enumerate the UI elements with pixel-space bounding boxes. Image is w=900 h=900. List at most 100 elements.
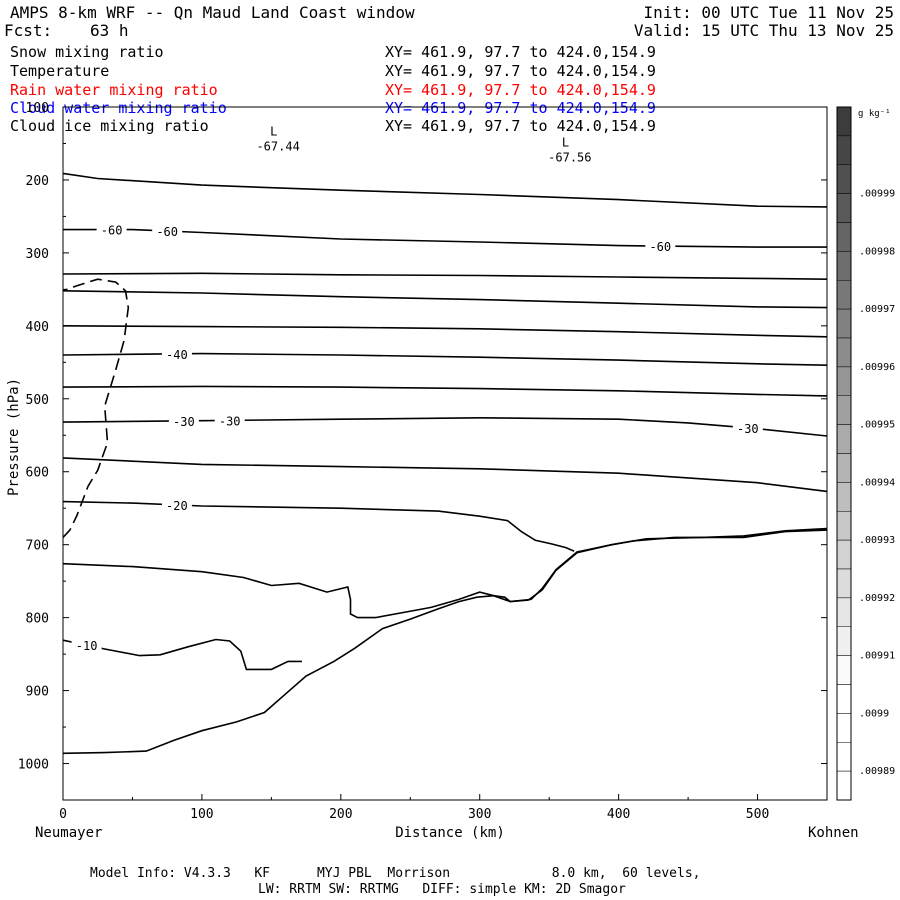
colorbar-swatch — [836, 770, 852, 801]
colorbar-label: .00994 — [859, 477, 895, 488]
colorbar-label: .00998 — [859, 246, 895, 257]
y-tick-label: 700 — [26, 539, 49, 554]
colorbar-swatch — [836, 395, 852, 425]
contour-label-bg — [214, 412, 245, 428]
colorbar-swatch — [836, 164, 852, 194]
temperature-contour — [62, 457, 828, 493]
contour-label-bg — [161, 345, 192, 361]
field-snow-name: Snow mixing ratio — [10, 43, 164, 61]
y-tick-label: 800 — [26, 612, 49, 627]
temperature-contour — [62, 529, 828, 619]
temperature-contour — [62, 325, 828, 338]
field-snow-xy: XY= 461.9, 97.7 to 424.0,154.9 — [385, 43, 656, 61]
low-marker-letter: L — [270, 124, 277, 138]
colorbar-swatch — [836, 742, 852, 772]
colorbar-swatch — [836, 222, 852, 252]
contour-label: -60 — [156, 225, 178, 239]
y-tick-label: 300 — [26, 247, 49, 262]
field-rain-name: Rain water mixing ratio — [10, 81, 218, 99]
plot-frame — [62, 106, 828, 801]
temperature-contour — [63, 228, 827, 248]
contour-label-bg — [732, 419, 763, 435]
field-rain-xy: XY= 461.9, 97.7 to 424.0,154.9 — [385, 81, 656, 99]
colorbar-swatch — [836, 539, 852, 570]
colorbar-swatch — [836, 597, 852, 627]
colorbar-frame — [836, 106, 852, 801]
field-temperature-xy: XY= 461.9, 97.7 to 424.0,154.9 — [385, 62, 656, 80]
contour-label-bg — [645, 238, 676, 254]
colorbar-label: .0099 — [859, 708, 889, 719]
chart-title: AMPS 8-km WRF -- Qn Maud Land Coast wind… — [10, 3, 415, 22]
field-temperature-name: Temperature — [10, 62, 110, 80]
field-cloud-ice-name: Cloud ice mixing ratio — [10, 117, 209, 135]
field-cloud-ice-xy: XY= 461.9, 97.7 to 424.0,154.9 — [385, 117, 656, 135]
colorbar-swatch — [836, 193, 852, 223]
model-info-line2: LW: RRTM SW: RRTMG DIFF: simple KM: 2D S… — [258, 882, 626, 897]
low-marker-value: -67.56 — [548, 150, 591, 164]
y-tick-label: 400 — [26, 320, 49, 335]
colorbar-swatch — [836, 482, 852, 512]
x-tick-label: 400 — [607, 807, 630, 822]
init-time: Init: 00 UTC Tue 11 Nov 25 — [643, 3, 894, 22]
x-tick-label: 200 — [329, 807, 352, 822]
y-tick-label: 200 — [26, 174, 49, 189]
end-station-label: Kohnen — [808, 825, 859, 841]
field-cloud-water-name: Cloud water mixing ratio — [10, 99, 227, 117]
colorbar-swatch — [836, 626, 852, 656]
temperature-contour — [62, 500, 575, 552]
temperature-contour — [62, 352, 828, 366]
x-tick-label: 100 — [190, 807, 213, 822]
x-tick-label: 500 — [746, 807, 769, 822]
low-marker-letter: L — [562, 135, 569, 149]
colorbar-label: .00999 — [859, 189, 895, 200]
forecast-label: Fcst: — [4, 21, 53, 40]
temperature-contour — [62, 385, 828, 397]
colorbar-label: .00992 — [859, 593, 895, 604]
x-tick-label: 0 — [59, 807, 67, 822]
colorbar-swatch — [836, 106, 852, 137]
colorbar-label: .00989 — [859, 766, 895, 777]
colorbar-swatch — [836, 713, 852, 743]
colorbar-swatch — [836, 337, 852, 368]
contour-label: -60 — [101, 224, 123, 238]
contour-label: -30 — [219, 414, 241, 428]
forecast-hours: 63 h — [90, 21, 129, 40]
colorbar-label: .00991 — [859, 651, 895, 662]
start-station-label: Neumayer — [35, 825, 102, 841]
colorbar-swatch — [836, 655, 852, 685]
y-tick-label: 100 — [26, 101, 49, 116]
contour-label: -10 — [76, 639, 98, 653]
temperature-contour — [62, 172, 828, 208]
colorbar-swatch — [836, 511, 852, 541]
colorbar-swatch — [836, 568, 852, 599]
colorbar-swatch — [836, 684, 852, 714]
colorbar-label: .00996 — [859, 362, 895, 373]
contour-label-bg — [96, 221, 127, 237]
y-tick-label: 600 — [26, 466, 49, 481]
contour-label-bg — [161, 496, 192, 512]
y-axis-title: Pressure (hPa) — [6, 378, 22, 496]
contour-label-bg — [152, 223, 183, 239]
temperature-contour — [62, 638, 302, 671]
colorbar-label: .00997 — [859, 304, 895, 315]
y-tick-label: 900 — [26, 685, 49, 700]
colorbar-swatch — [836, 251, 852, 281]
colorbar-swatch — [836, 424, 852, 454]
contour-label: -40 — [166, 348, 188, 362]
contour-label-bg — [71, 637, 102, 653]
colorbar-label: .00995 — [859, 420, 895, 431]
contour-label: -30 — [173, 415, 195, 429]
contour-label-bg — [168, 412, 199, 428]
valid-time: Valid: 15 UTC Thu 13 Nov 25 — [633, 21, 894, 40]
temperature-contour — [62, 290, 828, 309]
y-tick-label: 1000 — [18, 758, 49, 773]
colorbar-swatch — [836, 366, 852, 396]
colorbar-label: .00993 — [859, 535, 895, 546]
x-tick-label: 300 — [468, 807, 491, 822]
x-axis-title: Distance (km) — [395, 825, 505, 841]
colorbar-units: g kg⁻¹ — [858, 109, 891, 119]
colorbar-swatch — [836, 308, 852, 339]
field-cloud-water-xy: XY= 461.9, 97.7 to 424.0,154.9 — [385, 99, 656, 117]
colorbar-swatch — [836, 280, 852, 310]
